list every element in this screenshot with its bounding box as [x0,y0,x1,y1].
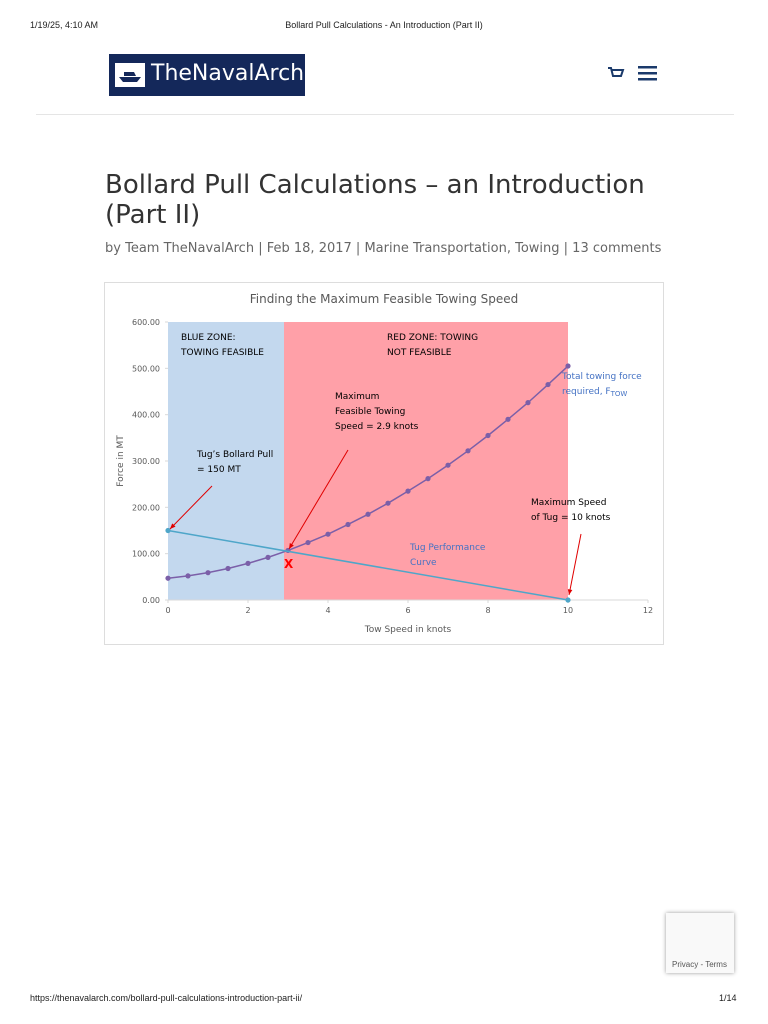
point [365,511,371,517]
recaptcha[interactable]: Privacy - Terms [666,913,734,973]
point [505,416,511,422]
annotation-line: required, F [562,387,611,397]
y-tick-label: 500.00 [132,364,160,373]
annotation-line: Curve [410,558,437,568]
point [385,500,391,506]
annotation-line: of Tug = 10 knots [531,513,611,523]
arrow [568,533,582,596]
point [325,531,331,537]
x-tick-label: 2 [245,606,250,615]
point [225,565,231,572]
x-tick-label: 8 [485,606,490,615]
annotation-line: NOT FEASIBLE [387,348,452,358]
chart: Finding the Maximum Feasible Towing Spee… [104,282,664,645]
x-tick-label: 10 [563,606,573,615]
point [485,432,491,439]
point [205,570,211,576]
comments[interactable]: 13 comments [572,241,662,256]
annotation: Maximum Speed of Tug = 10 knots [531,498,611,523]
category[interactable]: Marine Transportation [364,241,507,256]
point [445,462,451,468]
header-icons [608,66,657,81]
annotation-line: X [284,557,294,571]
point [525,400,531,406]
series-line [167,529,569,601]
annotation: Tug’s Bollard Pull = 150 MT [196,450,273,475]
y-tick-label: 400.00 [132,411,160,420]
point [405,488,411,494]
arrow-head [567,589,573,595]
print-datetime: 1/19/25, 4:10 AM [30,20,99,30]
annotation: Tug Performance Curve [409,543,486,568]
point [565,363,571,369]
point [185,573,191,579]
logo[interactable]: TheNavalArch [109,54,305,96]
annotation: X [284,557,294,571]
arrow-head [289,543,294,549]
article-meta: by Team TheNavalArch | Feb 18, 2017 | Ma… [105,241,662,256]
annotation-line: Total towing force [561,372,642,382]
zone [284,322,568,600]
arrow [288,449,349,550]
arrow-head [170,523,176,529]
print-title: Bollard Pull Calculations - An Introduct… [285,20,483,30]
annotation-line: Tug Performance [409,543,486,553]
chart-title: Finding the Maximum Feasible Towing Spee… [250,292,519,306]
logo-icon [115,63,145,87]
header-divider [36,114,734,115]
y-tick-label: 0.00 [142,596,160,605]
y-tick-label: 200.00 [132,503,160,512]
annotation-line: Maximum Speed [531,498,606,508]
article-title: Bollard Pull Calculations – an Introduct… [105,170,645,230]
point [245,560,251,566]
annotation: Maximum Feasible Towing Speed = 2.9 knots [335,392,419,432]
x-tick-label: 12 [643,606,653,615]
annotation: BLUE ZONE: TOWING FEASIBLE [180,333,264,358]
annotation: Total towing force required, FTOW [561,372,642,398]
logo-text: TheNavalArch [151,61,305,86]
author[interactable]: Team TheNavalArch [125,241,255,256]
point [425,476,431,482]
annotation-sub: TOW [610,390,628,398]
arrow [169,485,213,530]
print-url: https://thenavalarch.com/bollard-pull-ca… [30,993,303,1003]
y-tick-label: 300.00 [132,457,160,466]
annotation-line: BLUE ZONE: [181,333,236,343]
cart-icon[interactable] [608,67,625,77]
point [465,448,471,454]
point [345,521,351,528]
y-tick-label: 600.00 [132,318,160,327]
date: Feb 18, 2017 [266,241,352,256]
recaptcha-links[interactable]: Privacy - Terms [672,960,727,969]
annotation-line: Speed = 2.9 knots [335,422,419,432]
annotation-line: = 150 MT [197,465,241,475]
y-axis-label: Force in MT [116,435,126,487]
annotation: RED ZONE: TOWING NOT FEASIBLE [387,333,478,358]
print-page: 1/14 [719,993,737,1003]
point [165,575,171,581]
point [545,381,551,388]
annotation-line: TOWING FEASIBLE [180,348,264,358]
meta-prefix: by [105,241,121,256]
x-tick-label: 0 [165,606,170,615]
annotation-line: Feasible Towing [335,407,405,417]
x-axis-label: Tow Speed in knots [364,625,452,635]
point [265,554,271,560]
annotation-line: RED ZONE: TOWING [387,333,478,343]
category[interactable]: Towing [515,241,560,256]
y-tick-label: 100.00 [132,550,160,559]
annotation-line: Maximum [335,392,379,402]
point [165,527,171,534]
x-tick-label: 6 [405,606,410,615]
point [305,539,311,546]
menu-icon[interactable] [638,66,657,81]
zone [168,322,284,600]
point [565,597,571,603]
x-tick-label: 4 [325,606,330,615]
annotation-line: Tug’s Bollard Pull [196,450,273,460]
